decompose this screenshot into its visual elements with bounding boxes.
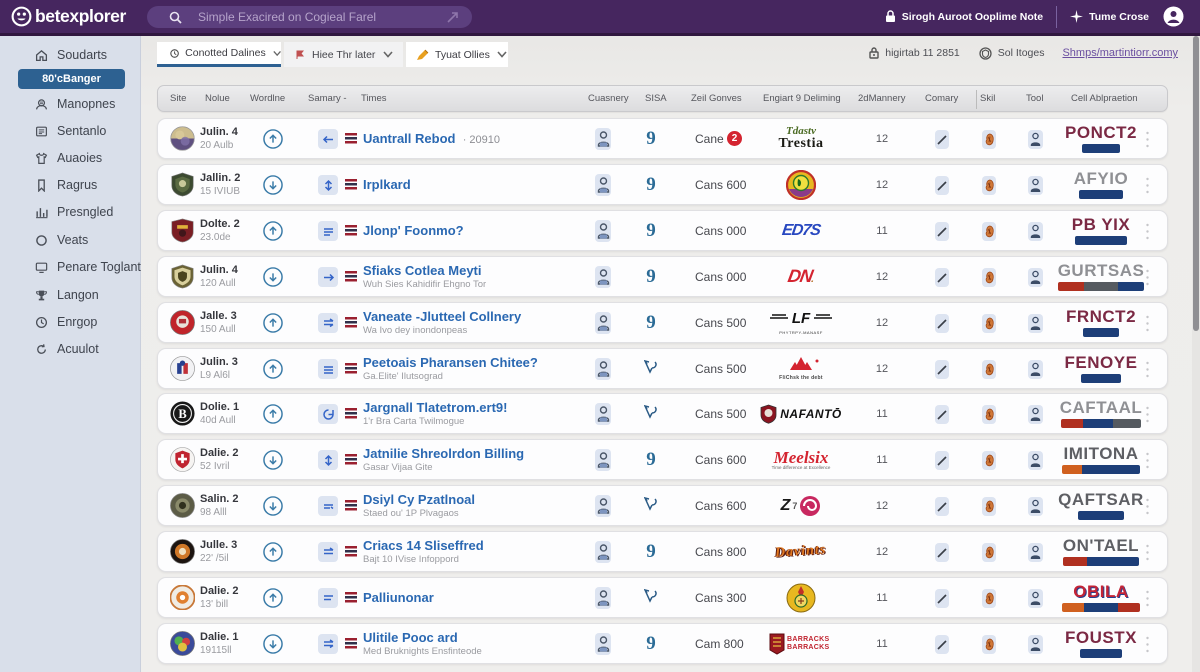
svg-text:B: B [178,407,186,421]
svg-text:LF: LF [792,310,811,327]
